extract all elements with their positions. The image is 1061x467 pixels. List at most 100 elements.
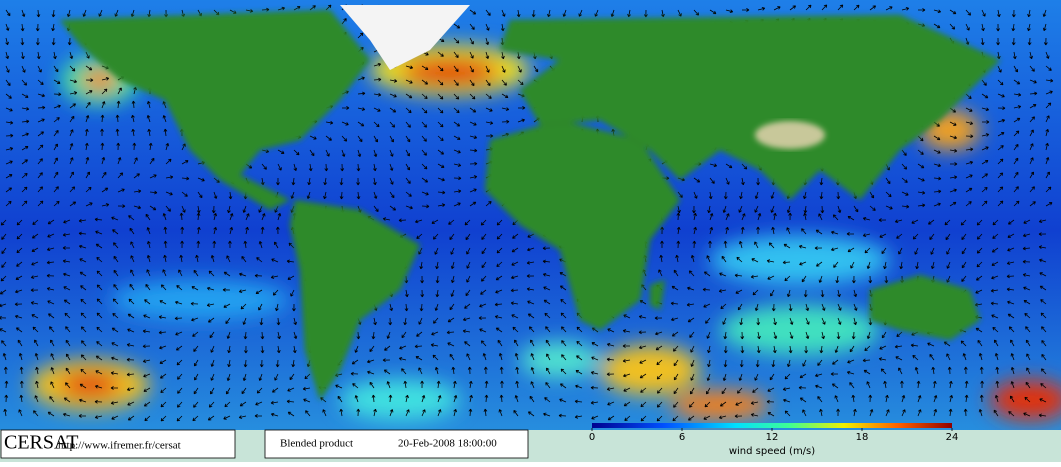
- wind-arrow: [5, 120, 14, 125]
- wind-arrow: [547, 9, 551, 18]
- wind-arrow: [578, 9, 583, 17]
- wind-arrow: [165, 205, 171, 212]
- datetime: 20-Feb-2008 18:00:00: [398, 438, 497, 450]
- colorbar-tick-label: 18: [856, 432, 869, 443]
- wind-arrow: [803, 289, 808, 298]
- colorbar-tick-label: 0: [589, 432, 595, 443]
- wind-arrow: [65, 353, 71, 361]
- wind-arrow: [543, 412, 551, 417]
- wind-arrow: [1045, 186, 1052, 193]
- wind-arrow: [677, 9, 682, 17]
- wind-arrow: [130, 269, 135, 277]
- wind-arrow: [96, 312, 103, 319]
- wind-arrow: [373, 62, 382, 67]
- wind-arrow: [949, 188, 957, 193]
- wind-arrow: [933, 395, 938, 403]
- wind-arrow: [703, 271, 711, 277]
- wind-arrow: [997, 106, 1006, 111]
- wind-arrow: [21, 146, 29, 151]
- wind-arrow: [527, 247, 535, 252]
- wind-arrow: [113, 255, 119, 263]
- wind-arrow: [453, 408, 457, 417]
- wind-arrow: [373, 135, 378, 143]
- wind-arrow: [562, 9, 567, 17]
- wind-arrow: [307, 177, 312, 186]
- wind-arrow: [14, 314, 23, 319]
- wind-arrow: [676, 212, 681, 221]
- wind-arrow: [144, 299, 151, 305]
- wind-arrow: [997, 158, 1004, 165]
- wind-arrow: [128, 215, 135, 221]
- wind-arrow: [434, 303, 439, 311]
- wind-arrow: [821, 317, 826, 325]
- wind-arrow: [421, 177, 429, 183]
- wind-arrow: [430, 343, 439, 347]
- wind-arrow: [213, 191, 218, 199]
- wind-arrow: [174, 316, 183, 321]
- wind-arrow: [339, 408, 344, 417]
- wind-arrow: [95, 355, 103, 361]
- wind-arrow: [917, 203, 926, 208]
- wind-arrow: [243, 240, 248, 249]
- wind-arrow: [837, 4, 844, 11]
- wind-arrow: [543, 286, 551, 291]
- wind-arrow: [912, 354, 919, 361]
- wind-arrow: [836, 191, 841, 200]
- wind-arrow: [418, 247, 423, 255]
- wind-arrow: [464, 219, 471, 226]
- wind-arrow: [453, 107, 460, 114]
- wind-arrow: [36, 9, 41, 18]
- wind-arrow: [96, 284, 103, 291]
- wind-arrow: [453, 23, 461, 29]
- wind-arrow: [356, 331, 361, 340]
- wind-arrow: [862, 358, 871, 363]
- wind-arrow: [181, 143, 186, 151]
- wind-arrow: [96, 298, 103, 305]
- wind-arrow: [96, 270, 103, 277]
- wind-arrow: [415, 219, 423, 224]
- wind-arrow: [238, 289, 247, 294]
- wind-arrow: [325, 149, 330, 157]
- wind-arrow: [661, 9, 665, 18]
- continents: [59, 9, 1001, 401]
- wind-arrow: [1007, 233, 1015, 238]
- wind-arrow: [949, 148, 958, 153]
- wind-arrow: [324, 163, 329, 172]
- wind-arrow: [1, 340, 7, 347]
- wind-arrow: [997, 172, 1004, 179]
- wind-arrow: [978, 409, 983, 417]
- wind-arrow: [85, 78, 94, 83]
- wind-arrow: [1039, 272, 1047, 277]
- wind-arrow: [1013, 130, 1020, 137]
- wind-arrow: [770, 205, 775, 213]
- wind-arrow: [530, 367, 535, 375]
- wind-arrow: [35, 380, 39, 389]
- wind-arrow: [561, 326, 567, 333]
- wind-arrow: [979, 366, 984, 375]
- wind-arrow: [162, 269, 167, 277]
- wind-arrow: [5, 160, 13, 165]
- wind-arrow: [30, 301, 39, 305]
- wind-arrow: [51, 9, 56, 18]
- wind-arrow: [69, 186, 76, 193]
- wind-arrow: [53, 171, 59, 179]
- wind-arrow: [590, 371, 599, 375]
- wind-arrow: [949, 175, 958, 180]
- wind-arrow: [545, 339, 551, 347]
- wind-arrow: [389, 149, 394, 157]
- wind-arrow: [943, 341, 951, 347]
- wind-arrow: [706, 255, 711, 263]
- wind-arrow: [227, 205, 231, 214]
- wind-arrow: [788, 303, 793, 312]
- wind-arrow: [513, 410, 519, 417]
- wind-arrow: [480, 340, 487, 347]
- wind-arrow: [356, 408, 361, 417]
- wind-arrow: [416, 233, 423, 239]
- wind-arrow: [404, 303, 409, 312]
- wind-arrow: [131, 100, 136, 109]
- wind-arrow: [576, 355, 583, 361]
- wind-arrow: [160, 373, 167, 379]
- wind-arrow: [1013, 186, 1019, 193]
- wind-arrow: [881, 247, 887, 255]
- wind-arrow: [704, 401, 711, 408]
